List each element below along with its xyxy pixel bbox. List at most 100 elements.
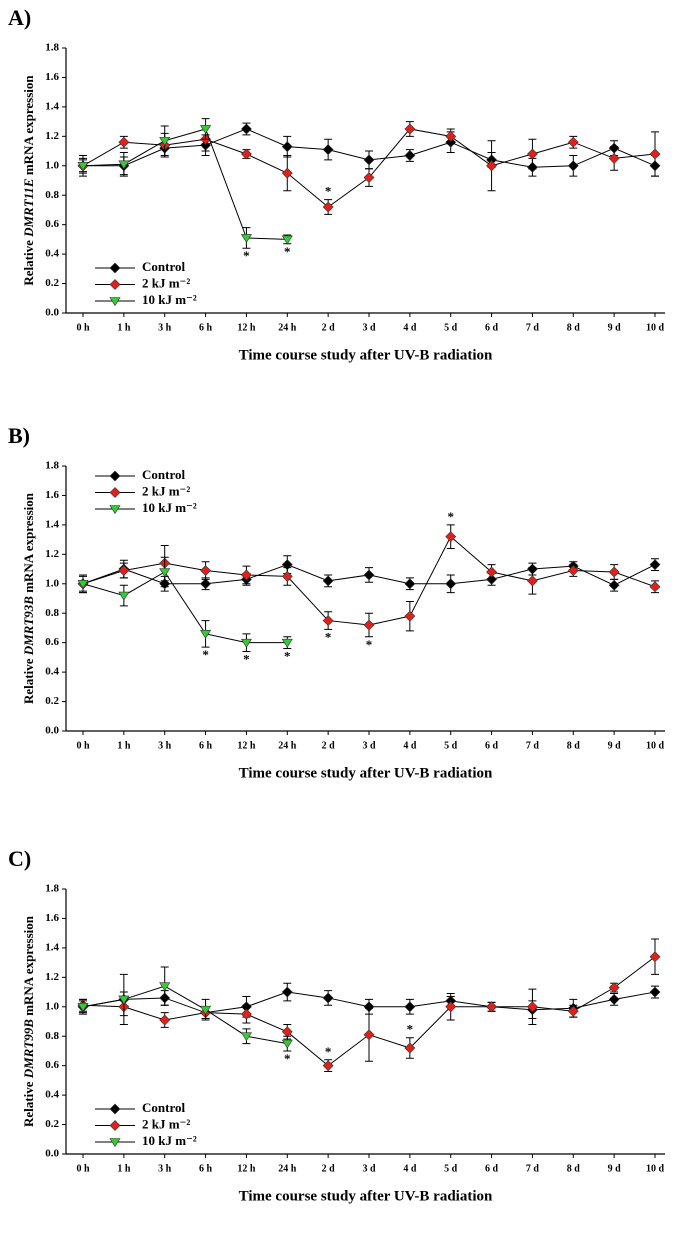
series [77, 556, 293, 652]
y-axis-label: Relative DMRT93B mRNA expression [21, 492, 36, 704]
x-tick-label: 9 d [608, 322, 622, 333]
series-line [82, 128, 288, 240]
marker [281, 167, 293, 179]
y-tick-label: 0.4 [45, 248, 59, 260]
series-line [82, 571, 288, 644]
marker [322, 615, 334, 627]
marker [109, 279, 121, 290]
marker [109, 1103, 121, 1115]
y-tick-label: 1.2 [45, 130, 59, 142]
significance-mark: * [407, 1022, 414, 1037]
y-tick-label: 1.2 [45, 548, 59, 560]
marker [486, 1001, 497, 1013]
x-tick-label: 12 h [237, 740, 256, 751]
marker [159, 982, 171, 992]
marker [200, 578, 211, 590]
marker [322, 144, 334, 156]
x-tick-label: 8 d [567, 322, 581, 333]
legend-label: 10 kJ m⁻² [142, 1133, 197, 1148]
marker [241, 569, 252, 581]
y-tick-label: 1.0 [45, 1000, 59, 1012]
x-tick-label: 2 d [322, 1163, 336, 1174]
marker [649, 986, 661, 998]
y-axis-label-part: DMRT11E [21, 178, 36, 238]
y-tick-label: 1.6 [45, 912, 59, 924]
x-tick-label: 8 d [567, 1163, 581, 1174]
y-tick-label: 1.6 [45, 71, 59, 83]
marker [608, 993, 620, 1005]
x-tick-label: 3 h [158, 740, 172, 751]
series [77, 524, 661, 638]
legend-label: Control [142, 467, 185, 482]
y-axis-label-part: mRNA expression [21, 915, 36, 1019]
y-tick-label: 0.4 [45, 1089, 59, 1101]
x-tick-label: 12 h [237, 322, 256, 333]
marker [241, 1008, 252, 1020]
marker [445, 130, 457, 142]
y-tick-label: 0.6 [45, 218, 59, 230]
y-tick-label: 1.2 [45, 971, 59, 983]
x-tick-label: 12 h [237, 1163, 256, 1174]
x-tick-label: 1 h [117, 1163, 131, 1174]
marker [567, 565, 579, 576]
y-axis-label-part: DMRT99B [21, 1019, 36, 1080]
y-tick-label: 0.0 [45, 307, 59, 319]
marker [322, 1060, 334, 1072]
x-tick-label: 0 h [76, 740, 90, 751]
x-tick-label: 4 d [403, 1163, 417, 1174]
y-tick-label: 1.0 [45, 159, 59, 171]
marker [608, 152, 620, 164]
significance-mark: * [243, 651, 250, 666]
marker [363, 154, 375, 166]
marker [322, 575, 334, 587]
marker [118, 136, 130, 148]
marker [445, 531, 457, 543]
x-tick-label: 3 d [362, 322, 376, 333]
marker [649, 581, 661, 593]
significance-mark: * [366, 637, 373, 652]
marker [363, 619, 375, 631]
x-axis-label: Time course study after UV-B radiation [239, 765, 493, 781]
x-tick-label: 6 h [199, 740, 213, 751]
x-tick-label: 10 d [646, 740, 665, 751]
marker [486, 160, 497, 172]
y-tick-label: 0.2 [45, 277, 59, 289]
marker [404, 610, 416, 622]
y-tick-label: 0.8 [45, 189, 59, 201]
x-tick-label: 3 d [362, 1163, 376, 1174]
x-tick-label: 7 d [526, 1163, 540, 1174]
marker [240, 638, 252, 648]
marker [363, 569, 375, 581]
y-axis-label: Relative DMRT99B mRNA expression [21, 915, 36, 1127]
marker [649, 559, 661, 571]
marker [281, 638, 293, 648]
marker [281, 141, 293, 153]
y-tick-label: 0.6 [45, 636, 59, 648]
x-tick-label: 2 d [322, 322, 336, 333]
marker [241, 148, 252, 160]
significance-mark: * [325, 629, 332, 644]
legend-label: 10 kJ m⁻² [142, 292, 197, 307]
x-tick-label: 4 d [403, 740, 417, 751]
marker [608, 566, 620, 578]
x-tick-label: 0 h [76, 322, 90, 333]
marker [109, 505, 121, 515]
x-tick-label: 6 d [485, 740, 499, 751]
significance-mark: * [284, 649, 291, 664]
panel-label: B) [8, 423, 30, 448]
legend-label: 10 kJ m⁻² [142, 500, 197, 515]
marker [281, 1039, 293, 1049]
significance-mark: * [325, 1044, 332, 1059]
x-tick-label: 8 d [567, 740, 581, 751]
marker [240, 1032, 252, 1042]
panel-label: A) [8, 5, 31, 30]
x-tick-label: 10 d [646, 1163, 665, 1174]
marker [281, 570, 293, 582]
marker [404, 123, 416, 135]
y-tick-label: 1.8 [45, 460, 59, 472]
significance-mark: * [447, 509, 454, 524]
significance-mark: * [284, 1051, 291, 1066]
legend-label: 2 kJ m⁻² [142, 483, 190, 498]
x-tick-label: 4 d [403, 322, 417, 333]
